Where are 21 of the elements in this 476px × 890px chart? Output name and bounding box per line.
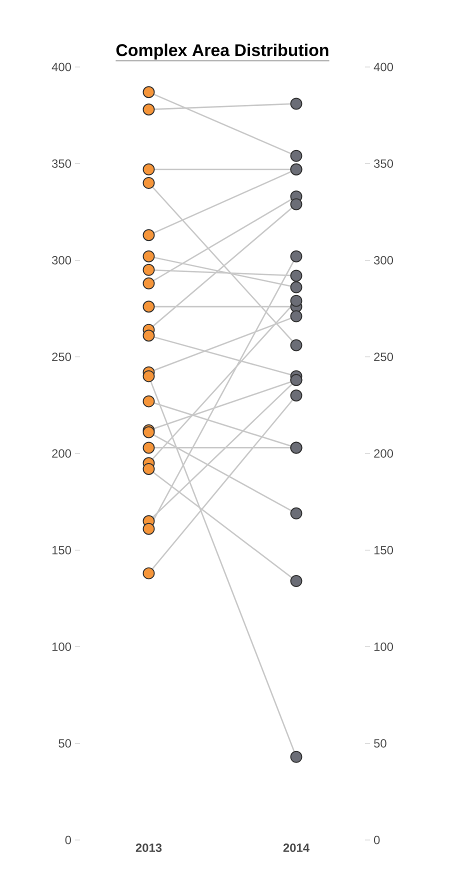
y-tick-label: 300 bbox=[52, 256, 72, 264]
x-tick-label: 2014 bbox=[283, 844, 310, 852]
y2-tick-label: 100 bbox=[374, 642, 394, 651]
y-tick-label: 150 bbox=[52, 546, 72, 554]
y-tick-label: 100 bbox=[52, 642, 72, 651]
y-tick-label: 50 bbox=[58, 739, 72, 748]
y2-tick-label: 200 bbox=[374, 449, 394, 458]
y-tick-label: 350 bbox=[52, 159, 72, 168]
y2-tick-label: 150 bbox=[374, 546, 394, 554]
y2-tick-label: 0 bbox=[374, 836, 380, 844]
y-tick-label: 400 bbox=[52, 62, 72, 72]
y-tick-label: 200 bbox=[52, 449, 72, 458]
y2-tick-label: 50 bbox=[374, 739, 386, 748]
y2-tick-label: 250 bbox=[374, 352, 394, 362]
chart-title: Complex Area Distribution bbox=[116, 44, 328, 60]
y-tick-label: 250 bbox=[52, 352, 72, 362]
y2-tick-label: 300 bbox=[374, 256, 394, 264]
y2-tick-label: 350 bbox=[374, 159, 394, 168]
y2-tick-label: 400 bbox=[374, 62, 394, 72]
y-tick-label: 0 bbox=[65, 836, 72, 844]
x-tick-label: 2013 bbox=[136, 844, 162, 852]
